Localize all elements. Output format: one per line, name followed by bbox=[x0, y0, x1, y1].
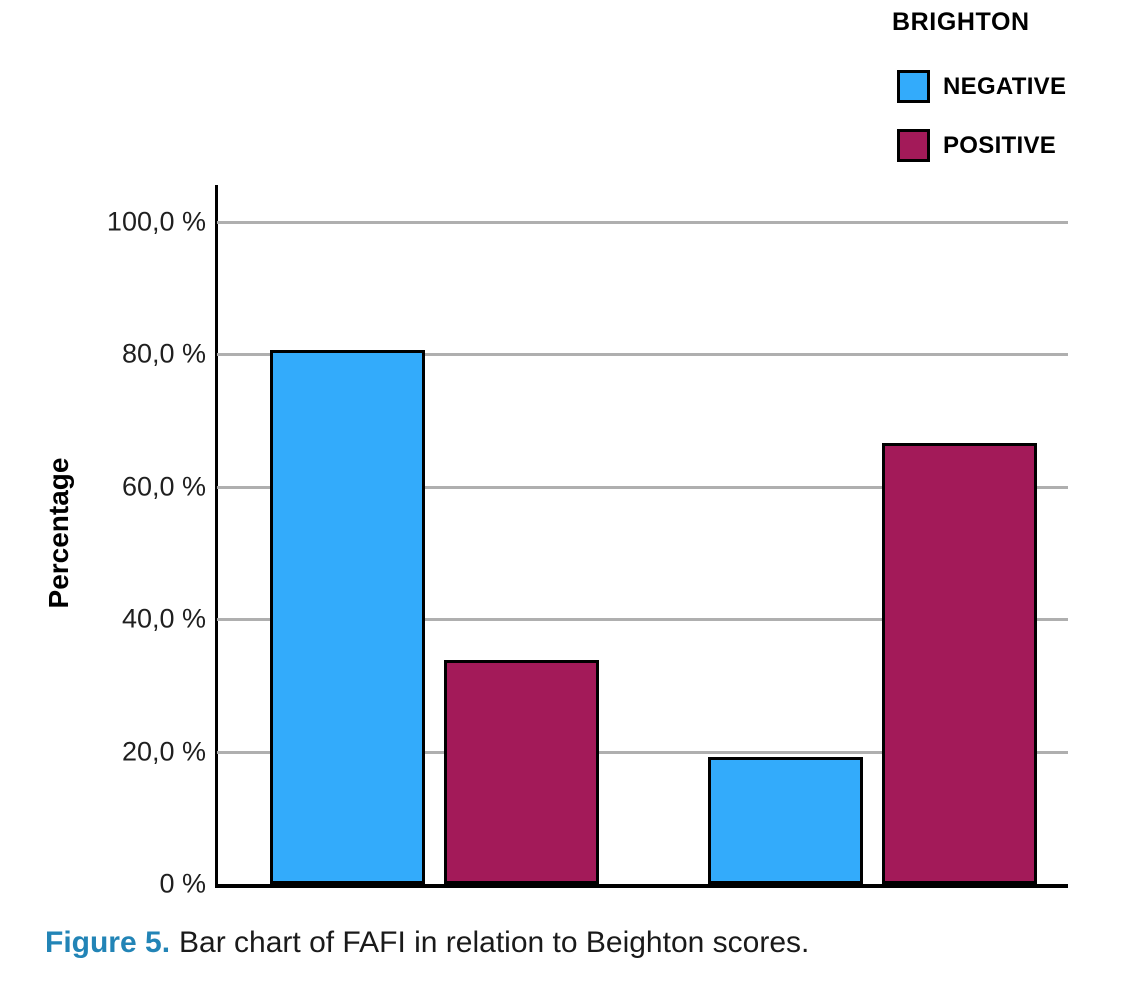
figure-caption: Figure 5. Bar chart of FAFI in relation t… bbox=[45, 926, 809, 960]
ytick-label-60: 60,0 % bbox=[121, 471, 206, 502]
gridline-40 bbox=[217, 618, 1068, 622]
gridline-20 bbox=[217, 750, 1068, 754]
plot-area bbox=[217, 221, 1068, 884]
legend-item-positive: POSITIVE bbox=[897, 129, 1056, 162]
ytick-label-40: 40,0 % bbox=[121, 603, 206, 634]
ytick-label-80: 80,0 % bbox=[121, 338, 206, 369]
bar-negative-group1 bbox=[270, 350, 425, 884]
legend-swatch-negative-icon bbox=[897, 70, 930, 103]
x-axis-line bbox=[215, 884, 1068, 888]
gridline-100 bbox=[217, 221, 1068, 224]
bar-positive-group2 bbox=[882, 443, 1037, 884]
caption-label: Figure 5. bbox=[45, 926, 171, 959]
ytick-label-20: 20,0 % bbox=[121, 736, 206, 767]
bar-positive-group1 bbox=[444, 660, 599, 884]
legend-item-negative: NEGATIVE bbox=[897, 70, 1066, 103]
y-axis-tick-labels: 100,0 % 80,0 % 60,0 % 40,0 % 20,0 % 0 % bbox=[40, 207, 206, 899]
ytick-label-100: 100,0 % bbox=[106, 206, 206, 237]
caption-text: Bar chart of FAFI in relation to Beighto… bbox=[179, 926, 810, 959]
legend-label-positive: POSITIVE bbox=[943, 131, 1057, 159]
legend-swatch-positive-icon bbox=[897, 129, 930, 162]
gridline-80 bbox=[217, 353, 1068, 357]
gridline-60 bbox=[217, 485, 1068, 489]
y-axis-line bbox=[215, 185, 218, 887]
legend-label-negative: NEGATIVE bbox=[943, 72, 1067, 100]
ytick-label-0: 0 % bbox=[159, 868, 206, 899]
legend-title: BRIGHTON bbox=[892, 8, 1030, 36]
bar-negative-group2 bbox=[708, 757, 863, 884]
